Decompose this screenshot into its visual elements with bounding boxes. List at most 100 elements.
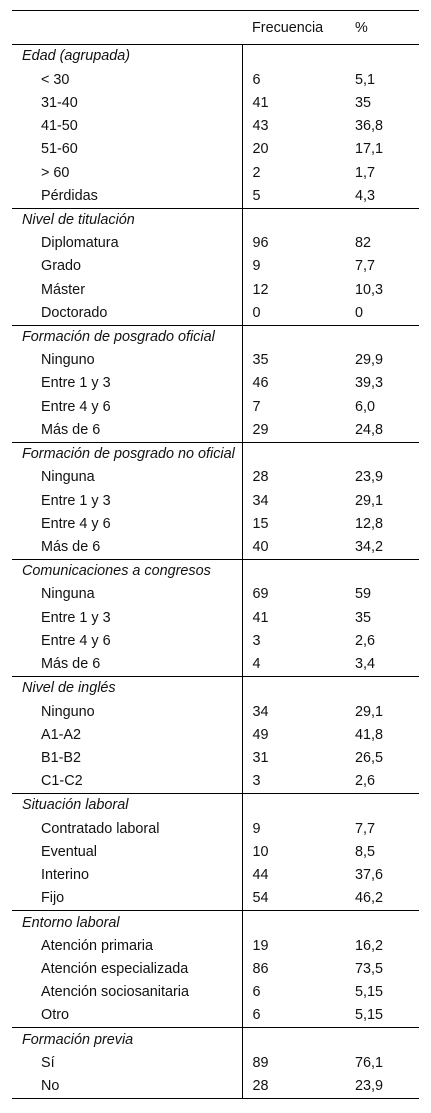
- group-row: Formación de posgrado oficial: [12, 325, 419, 349]
- row-label: Pérdidas: [12, 184, 243, 209]
- table-row: Más de 6 40 34,2: [12, 535, 419, 560]
- row-percent: 23,9: [355, 1078, 384, 1095]
- row-frequency: 44: [252, 867, 269, 884]
- row-frequency: 89: [252, 1054, 269, 1071]
- group-empty-cell: [345, 911, 419, 935]
- row-frequency: 41: [252, 94, 269, 111]
- row-frequency: 5: [252, 187, 261, 204]
- row-label: Fijo: [12, 886, 243, 911]
- row-label: Doctorado: [12, 301, 243, 326]
- row-frequency: 9: [252, 258, 261, 275]
- row-label: Eventual: [12, 840, 243, 864]
- row-percent: 82: [355, 235, 372, 252]
- group-row: Comunicaciones a congresos: [12, 559, 419, 584]
- row-label: Otro: [12, 1003, 243, 1028]
- row-frequency: 54: [252, 890, 269, 907]
- table-row: No 28 23,9: [12, 1074, 419, 1099]
- row-label: Más de 6: [12, 535, 243, 560]
- row-frequency: 35: [252, 352, 269, 369]
- row-label: Atención sociosanitaria: [12, 980, 243, 1004]
- table-row: Pérdidas 5 4,3: [12, 184, 419, 209]
- row-percent: 6,0: [355, 398, 376, 415]
- row-label: Ninguno: [12, 700, 243, 724]
- row-label: 31-40: [12, 91, 243, 115]
- table-row: Ninguna 69 59: [12, 583, 419, 607]
- row-percent: 10,3: [355, 281, 384, 298]
- row-frequency: 4: [252, 656, 261, 673]
- header-blank: [12, 11, 242, 45]
- table-row: Entre 4 y 6 15 12,8: [12, 512, 419, 536]
- group-title: Nivel de inglés: [12, 676, 243, 701]
- group-title: Entorno laboral: [12, 910, 243, 935]
- row-percent: 4,3: [355, 187, 376, 204]
- row-frequency: 20: [252, 141, 269, 158]
- row-frequency: 34: [252, 492, 269, 509]
- table-row: 41-50 43 36,8: [12, 114, 419, 138]
- group-empty-cell: [345, 45, 419, 69]
- row-percent: 37,6: [355, 867, 384, 884]
- group-empty-cell: [242, 676, 345, 700]
- group-empty-cell: [345, 676, 419, 700]
- group-empty-cell: [345, 442, 419, 466]
- group-row: Entorno laboral: [12, 910, 419, 935]
- row-percent: 23,9: [355, 469, 384, 486]
- group-row: Nivel de inglés: [12, 676, 419, 701]
- row-percent: 7,7: [355, 820, 376, 837]
- row-label: Ninguna: [12, 465, 243, 490]
- row-percent: 3,4: [355, 656, 376, 673]
- table-row: Sí 89 76,1: [12, 1051, 419, 1075]
- row-label: Más de 6: [12, 652, 243, 677]
- table-row: A1-A2 49 41,8: [12, 723, 419, 747]
- table-row: 31-40 41 35: [12, 91, 419, 115]
- row-percent: 35: [355, 94, 372, 111]
- row-frequency: 29: [252, 421, 269, 438]
- group-empty-cell: [345, 794, 419, 818]
- row-percent: 29,1: [355, 703, 384, 720]
- table-row: Atención primaria 19 16,2: [12, 934, 419, 958]
- group-row: Nivel de titulación: [12, 208, 419, 232]
- table-row: Entre 1 y 3 41 35: [12, 606, 419, 630]
- group-empty-cell: [242, 1028, 345, 1052]
- table-body: Edad (agrupada) < 30 6 5,1 31-40 41 35 41-50 43 3…: [12, 44, 419, 1099]
- table-row: Atención especializada 86 73,5: [12, 957, 419, 981]
- table-row: B1-B2 31 26,5: [12, 746, 419, 770]
- row-frequency: 19: [252, 937, 269, 954]
- row-percent: 12,8: [355, 515, 384, 532]
- row-frequency: 6: [252, 1007, 261, 1024]
- row-label: Entre 4 y 6: [12, 512, 243, 536]
- row-frequency: 96: [252, 235, 269, 252]
- row-label: A1-A2: [12, 723, 243, 747]
- row-label: 41-50: [12, 114, 243, 138]
- group-empty-cell: [345, 1028, 419, 1052]
- row-frequency: 40: [252, 539, 269, 555]
- row-percent: 34,2: [355, 539, 384, 555]
- group-title: Formación de posgrado oficial: [12, 325, 243, 349]
- row-frequency: 28: [252, 1078, 269, 1095]
- row-percent: 5,15: [355, 1007, 384, 1024]
- row-frequency: 7: [252, 398, 261, 415]
- row-percent: 5,1: [355, 71, 376, 88]
- group-empty-cell: [345, 325, 419, 349]
- table-row: > 60 2 1,7: [12, 161, 419, 185]
- row-label: > 60: [12, 161, 243, 185]
- row-percent: 39,3: [355, 375, 384, 392]
- group-empty-cell: [242, 45, 345, 69]
- table-row: Fijo 54 46,2: [12, 886, 419, 911]
- group-title: Comunicaciones a congresos: [12, 559, 243, 584]
- group-row: Formación de posgrado no oficial: [12, 442, 419, 466]
- row-percent: 29,9: [355, 352, 384, 369]
- row-frequency: 28: [252, 469, 269, 486]
- row-label: Interino: [12, 863, 243, 887]
- row-frequency: 31: [252, 749, 269, 766]
- table-row: Interino 44 37,6: [12, 863, 419, 887]
- table-row: Entre 1 y 3 34 29,1: [12, 489, 419, 513]
- table-row: Atención sociosanitaria 6 5,15: [12, 980, 419, 1004]
- row-frequency: 0: [252, 304, 261, 321]
- table-row: Más de 6 29 24,8: [12, 418, 419, 443]
- group-row: Situación laboral: [12, 793, 419, 818]
- table-row: Ninguna 28 23,9: [12, 465, 419, 490]
- header-percent: %: [355, 19, 368, 36]
- row-frequency: 41: [252, 609, 269, 626]
- table-row: Contratado laboral 9 7,7: [12, 817, 419, 841]
- row-label: Ninguna: [12, 583, 243, 607]
